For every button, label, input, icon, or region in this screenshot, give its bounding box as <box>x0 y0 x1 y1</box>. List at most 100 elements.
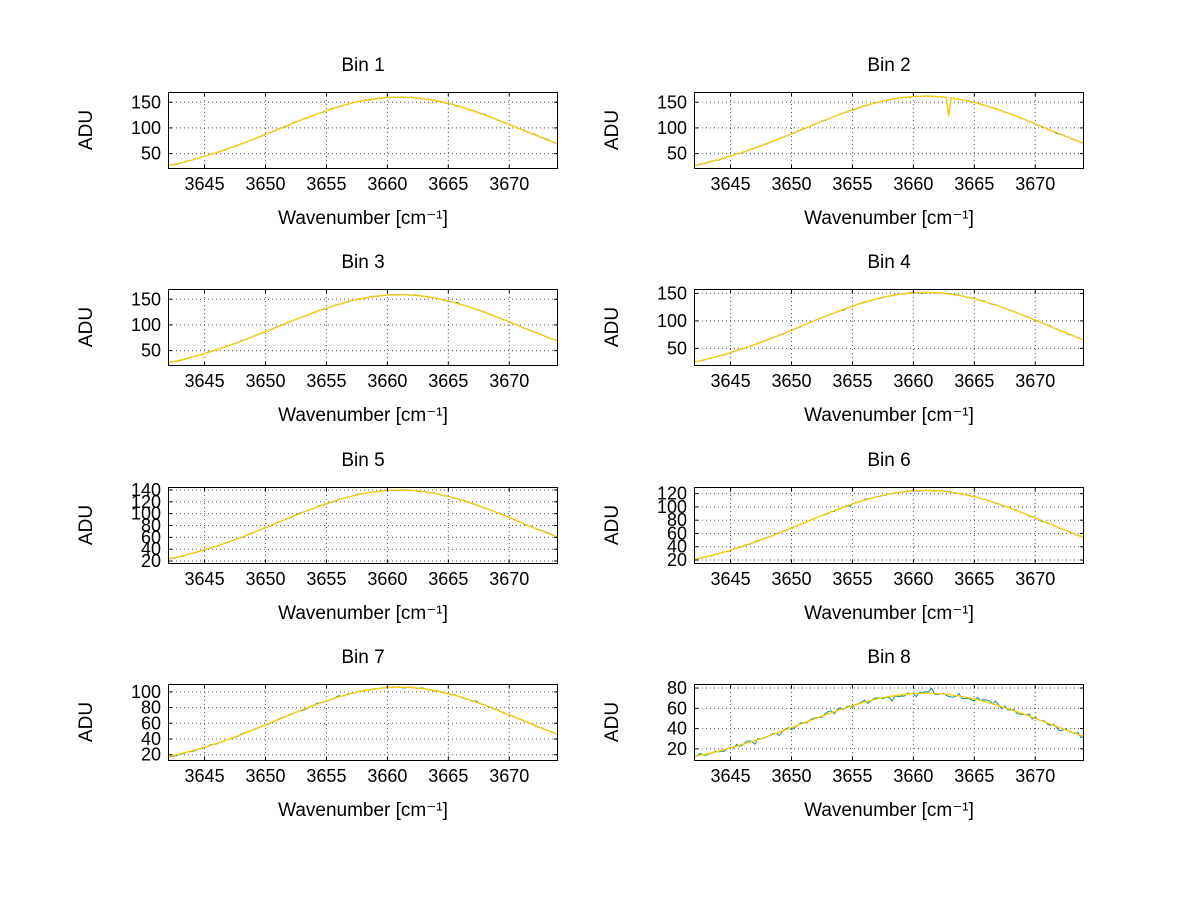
axis-box <box>168 684 558 761</box>
x-axis-label: Wavenumber [cm⁻¹] <box>278 603 448 624</box>
x-tick-label: 3665 <box>428 569 468 589</box>
x-tick-label: 3665 <box>954 766 994 786</box>
subplot: Bin 4 ADU 3645 3650 3655 3660 3665 3670 50 100 1… <box>579 247 1099 442</box>
subplot-title: Bin 3 <box>341 252 385 273</box>
plot-area: 3645 3650 3655 3660 3665 3670 50 100 150 <box>131 92 559 194</box>
y-tick-label: 80 <box>141 516 161 536</box>
y-tick-label: 20 <box>667 739 687 759</box>
subplot: Bin 3 ADU 3645 3650 3655 3660 3665 3670 50 100 1… <box>53 247 573 442</box>
x-tick-label: 3655 <box>306 174 346 194</box>
x-tick-label: 3650 <box>771 569 811 589</box>
subplot-title: Bin 4 <box>867 252 911 273</box>
y-tick-label: 20 <box>141 551 161 571</box>
series-measured <box>693 489 1085 561</box>
y-tick-label: 100 <box>131 504 161 524</box>
x-tick-label: 3645 <box>711 371 751 391</box>
y-tick-label: 20 <box>667 550 687 570</box>
series-measured <box>167 686 559 758</box>
x-tick-label: 3655 <box>306 766 346 786</box>
x-tick-label: 3655 <box>306 371 346 391</box>
y-tick-label: 80 <box>141 698 161 718</box>
x-tick-label: 3670 <box>1015 174 1055 194</box>
y-tick-label: 150 <box>657 283 687 303</box>
y-tick-label: 120 <box>657 484 687 504</box>
series-measured <box>693 291 1085 363</box>
subplot-title: Bin 8 <box>867 647 911 668</box>
subplot-title: Bin 2 <box>867 55 911 76</box>
y-tick-label: 150 <box>131 92 161 112</box>
series-fit <box>693 291 1085 363</box>
x-tick-label: 3650 <box>245 766 285 786</box>
x-axis-label: Wavenumber [cm⁻¹] <box>804 208 974 229</box>
x-tick-label: 3645 <box>711 766 751 786</box>
x-tick-label: 3655 <box>832 371 872 391</box>
x-tick-label: 3670 <box>1015 766 1055 786</box>
y-tick-label: 60 <box>141 713 161 733</box>
tick-labels: 3645 3650 3655 3660 3665 3670 50 100 150 <box>657 92 1055 194</box>
x-tick-label: 3660 <box>893 371 933 391</box>
x-tick-label: 3660 <box>893 174 933 194</box>
grid <box>694 487 1084 564</box>
x-tick-label: 3670 <box>489 766 529 786</box>
x-tick-label: 3660 <box>367 766 407 786</box>
x-tick-label: 3660 <box>893 569 933 589</box>
axis-box <box>694 289 1084 366</box>
x-tick-label: 3660 <box>367 371 407 391</box>
x-axis-label: Wavenumber [cm⁻¹] <box>278 208 448 229</box>
series-fit <box>167 686 559 758</box>
y-tick-label: 40 <box>667 719 687 739</box>
y-tick-label: 50 <box>667 338 687 358</box>
y-tick-label: 100 <box>657 311 687 331</box>
x-tick-label: 3650 <box>245 371 285 391</box>
series-fit <box>167 293 559 364</box>
x-tick-label: 3665 <box>428 766 468 786</box>
x-tick-label: 3665 <box>954 569 994 589</box>
grid <box>168 289 558 366</box>
y-tick-label: 150 <box>657 92 687 112</box>
series-fit <box>167 489 559 560</box>
x-tick-label: 3655 <box>832 174 872 194</box>
x-tick-label: 3670 <box>1015 371 1055 391</box>
x-tick-label: 3665 <box>954 174 994 194</box>
x-tick-label: 3670 <box>1015 569 1055 589</box>
tick-labels: 3645 3650 3655 3660 3665 3670 2040608010012014… <box>131 480 529 589</box>
axis-box <box>168 92 558 169</box>
x-tick-label: 3645 <box>185 569 225 589</box>
y-tick-label: 50 <box>667 144 687 164</box>
grid <box>694 684 1084 761</box>
y-tick-label: 150 <box>131 289 161 309</box>
x-tick-label: 3645 <box>711 174 751 194</box>
x-tick-label: 3645 <box>185 174 225 194</box>
axis-box <box>168 487 558 564</box>
series-measured <box>167 293 559 364</box>
x-tick-label: 3650 <box>771 174 811 194</box>
tick-labels: 3645 3650 3655 3660 3665 3670 50 100 150 <box>131 289 529 391</box>
x-tick-label: 3665 <box>428 371 468 391</box>
axis-box <box>694 92 1084 169</box>
grid <box>168 92 558 169</box>
x-tick-label: 3660 <box>893 766 933 786</box>
x-axis-label: Wavenumber [cm⁻¹] <box>804 603 974 624</box>
axis-box <box>694 487 1084 564</box>
subplot: Bin 5 ADU 3645 3650 3655 3660 3665 3670 20 40 60… <box>53 445 573 640</box>
axis-box <box>694 684 1084 761</box>
y-tick-label: 100 <box>657 497 687 517</box>
y-tick-label: 50 <box>141 341 161 361</box>
y-tick-label: 60 <box>667 523 687 543</box>
plot-area: 3645 3650 3655 3660 3665 3670 50 100 150 <box>657 283 1085 391</box>
x-tick-label: 3645 <box>185 371 225 391</box>
x-tick-label: 3670 <box>489 569 529 589</box>
y-tick-label: 80 <box>667 510 687 530</box>
series-measured <box>693 95 1085 167</box>
series-measured <box>167 489 559 560</box>
subplot-title: Bin 1 <box>341 55 385 76</box>
subplot-title: Bin 5 <box>341 450 385 471</box>
grid <box>168 684 558 761</box>
subplot: Bin 7 ADU 3645 3650 3655 3660 3665 3670 20 40 60… <box>53 642 573 837</box>
subplot: Bin 6 ADU 3645 3650 3655 3660 3665 3670 20 40 60… <box>579 445 1099 640</box>
